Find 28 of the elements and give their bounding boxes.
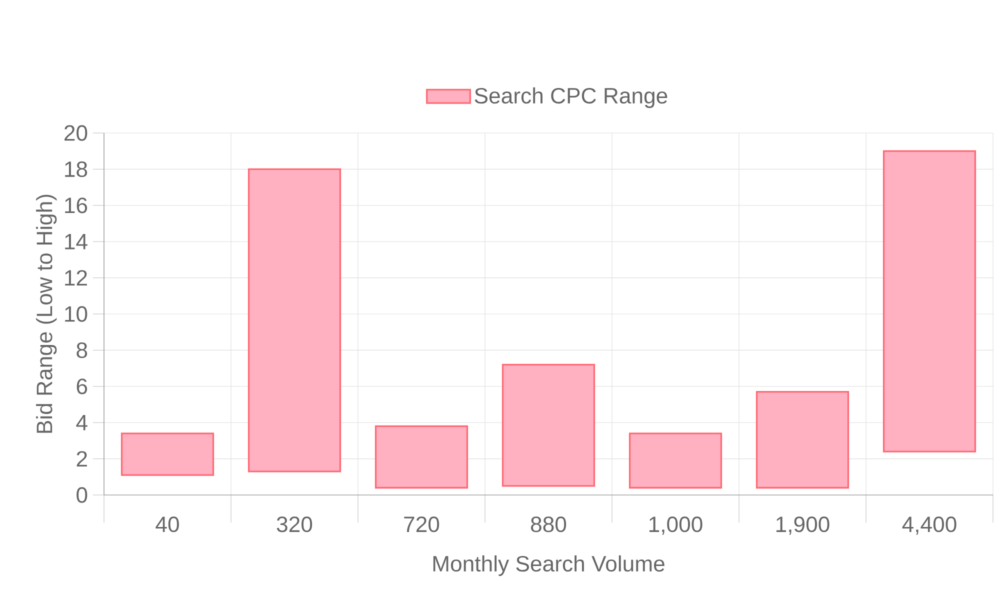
- bar: [120, 432, 214, 476]
- x-axis-title: Monthly Search Volume: [433, 555, 664, 576]
- bar: [248, 168, 342, 472]
- y-tick-label: 0: [76, 487, 88, 503]
- y-tick-label: 18: [65, 161, 88, 178]
- y-tick-label: 10: [65, 306, 88, 322]
- x-tick-label: 1,000: [649, 516, 702, 535]
- y-tick-label: 20: [64, 125, 88, 141]
- x-tick-label: 720: [404, 516, 440, 532]
- x-tick-label: 4,400: [902, 516, 956, 535]
- y-tick-label: 8: [76, 342, 88, 358]
- legend-label: Search CPC Range: [474, 87, 668, 108]
- y-tick-label: 4: [76, 414, 88, 430]
- bar: [756, 391, 850, 489]
- x-tick-label: 1,900: [776, 516, 830, 535]
- bar: [882, 150, 976, 452]
- y-tick-label: 6: [76, 378, 88, 394]
- bar: [374, 425, 468, 489]
- y-tick-label: 2: [76, 451, 87, 467]
- y-tick-label: 12: [65, 270, 87, 286]
- y-tick-label: 14: [65, 234, 88, 250]
- bar: [502, 364, 596, 487]
- y-tick-label: 16: [65, 198, 88, 214]
- y-axis-title: Bid Range (Low to High): [36, 194, 57, 433]
- x-tick-label: 40: [156, 516, 179, 532]
- x-tick-label: 320: [276, 516, 312, 532]
- bar: [628, 432, 722, 489]
- x-tick-label: 880: [530, 516, 566, 532]
